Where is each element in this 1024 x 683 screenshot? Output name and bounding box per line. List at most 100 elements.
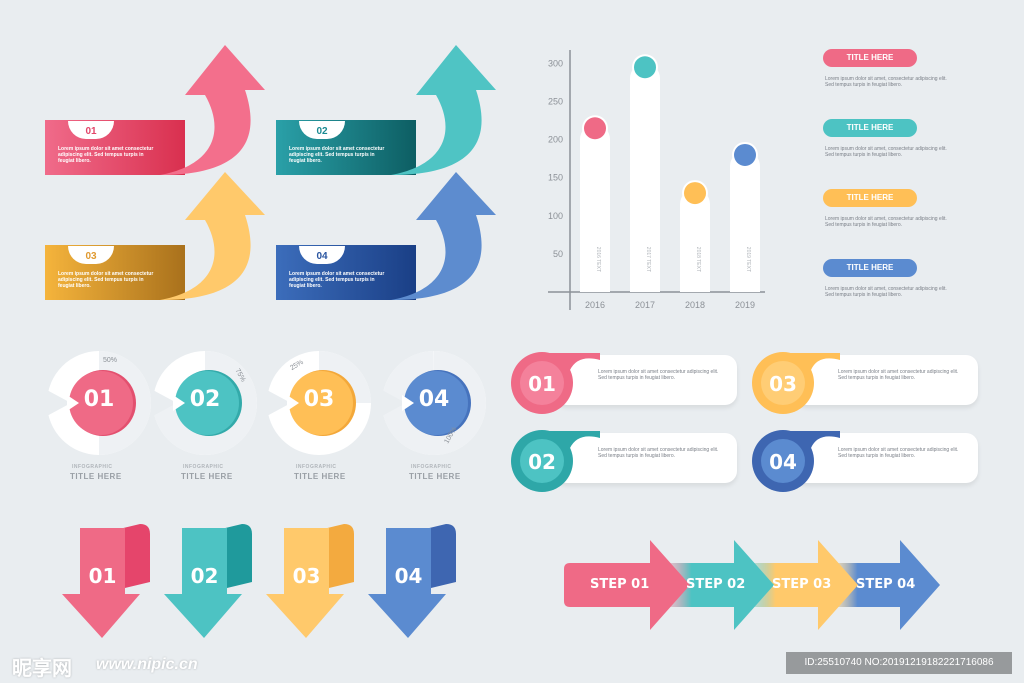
down-arrow-04 (368, 524, 456, 638)
down-arrow-number: 04 (394, 564, 423, 588)
title-pill: TITLE HERE (823, 49, 917, 67)
bar (580, 124, 610, 292)
y-tick-label: 100 (548, 211, 563, 221)
step-label: STEP 01 (590, 577, 650, 592)
card-text: Lorem ipsum dolor sit amet consectetur a… (598, 447, 719, 459)
donut-title: TITLE HERE (294, 472, 346, 481)
donut-pointer (402, 395, 414, 411)
banner-text: Lorem ipsum dolor sit amet consectetur a… (289, 146, 385, 164)
down-arrow-number: 02 (190, 564, 219, 588)
donut-number: 03 (303, 387, 335, 412)
title-text: Lorem ipsum dolor sit amet, consectetur … (825, 76, 947, 88)
watermark-id: ID:25510740 NO:20191219182221716086 (786, 652, 1012, 674)
watermark-logo: 昵享网 (12, 656, 72, 680)
x-tick-label: 2018 (685, 300, 705, 310)
arrow-banners (45, 45, 496, 300)
banner-text: Lorem ipsum dolor sit amet consectetur a… (289, 271, 385, 289)
arrow-banner-04 (276, 172, 496, 300)
banner-number: 03 (85, 251, 97, 262)
arrow-banner-03 (45, 172, 265, 300)
step-label: STEP 02 (686, 577, 746, 592)
card-text: Lorem ipsum dolor sit amet consectetur a… (838, 447, 959, 459)
bar-label: 2016 TEXT (595, 247, 601, 272)
donut-title: TITLE HERE (409, 472, 461, 481)
title-text: Lorem ipsum dolor sit amet, consectetur … (825, 286, 947, 298)
donut-percent: 75% (233, 367, 247, 384)
info-card-03 (795, 355, 978, 405)
bar-base (680, 276, 710, 292)
watermark-site: www.nipic.cn (96, 656, 198, 673)
donut-pointer (173, 395, 185, 411)
step-label: STEP 04 (856, 577, 916, 592)
donut-circle (175, 371, 239, 435)
bar-dot (584, 117, 606, 140)
banner-number: 02 (316, 126, 328, 137)
bar-base (730, 276, 760, 292)
down-arrow-01 (62, 524, 150, 638)
donut-notch (151, 389, 177, 417)
donut-title: TITLE HERE (70, 472, 122, 481)
bar (680, 189, 710, 292)
bar-label: 2019 TEXT (745, 247, 751, 272)
down-arrow-03 (266, 524, 354, 638)
banner-text: Lorem ipsum dolor sit amet consectetur a… (58, 271, 154, 289)
step-arrow-04 (830, 540, 940, 630)
donut-notch (45, 389, 71, 417)
card-number: 01 (528, 372, 556, 396)
card-circles (511, 352, 840, 492)
donut-subtitle: INFOGRAPHIC (72, 464, 113, 470)
step-arrow-01 (564, 540, 690, 630)
bar-dot (734, 143, 756, 166)
title-pill: TITLE HERE (823, 259, 917, 277)
bar-label: 2017 TEXT (645, 247, 651, 272)
title-text: Lorem ipsum dolor sit amet, consectetur … (825, 216, 947, 228)
down-arrow-02 (164, 524, 252, 638)
step-arrow-03 (748, 540, 858, 630)
bar-base (630, 276, 660, 292)
arrow-banner-01 (45, 45, 265, 175)
donut-pointer (67, 395, 79, 411)
x-tick-label: 2019 (735, 300, 755, 310)
donut-percent: 50% (103, 357, 118, 364)
down-arrows (62, 524, 456, 638)
card-text: Lorem ipsum dolor sit amet consectetur a… (598, 369, 719, 381)
donut-pointer (287, 395, 299, 411)
info-card-02 (555, 433, 737, 483)
donut-subtitle: INFOGRAPHIC (296, 464, 337, 470)
step-arrow-02 (664, 540, 774, 630)
down-arrow-number: 01 (88, 564, 117, 588)
bar-dot (684, 182, 706, 205)
donut-title: TITLE HERE (181, 472, 233, 481)
step-label: STEP 03 (772, 577, 832, 592)
title-text: Lorem ipsum dolor sit amet, consectetur … (825, 146, 947, 158)
y-tick-label: 300 (548, 58, 563, 68)
arrow-banner-02 (276, 45, 496, 175)
y-tick-label: 150 (548, 173, 563, 183)
donut-percent: 25% (289, 358, 305, 373)
x-tick-label: 2016 (585, 300, 605, 310)
card-number: 03 (769, 372, 797, 396)
donut-number: 02 (189, 387, 221, 412)
info-card-04 (795, 433, 978, 483)
bar-label: 2018 TEXT (695, 247, 701, 272)
card-number: 02 (528, 450, 556, 474)
banner-number: 04 (316, 251, 328, 262)
banner-text: Lorem ipsum dolor sit amet consectetur a… (58, 146, 154, 164)
bar (630, 63, 660, 292)
x-tick-label: 2017 (635, 300, 655, 310)
title-pill: TITLE HERE (823, 189, 917, 207)
y-tick-label: 250 (548, 96, 563, 106)
card-number: 04 (769, 450, 797, 474)
step-arrows (564, 540, 940, 630)
banner-number: 01 (85, 126, 97, 137)
donut-notch (265, 389, 291, 417)
y-tick-label: 50 (553, 249, 563, 259)
bar (730, 150, 760, 292)
donut-circles (45, 351, 487, 455)
bar-dot (634, 56, 656, 79)
bar-base (580, 276, 610, 292)
card-text: Lorem ipsum dolor sit amet consectetur a… (838, 369, 959, 381)
donut-percent: 100% (443, 425, 459, 446)
donut-number: 04 (418, 387, 450, 412)
y-tick-label: 200 (548, 135, 563, 145)
